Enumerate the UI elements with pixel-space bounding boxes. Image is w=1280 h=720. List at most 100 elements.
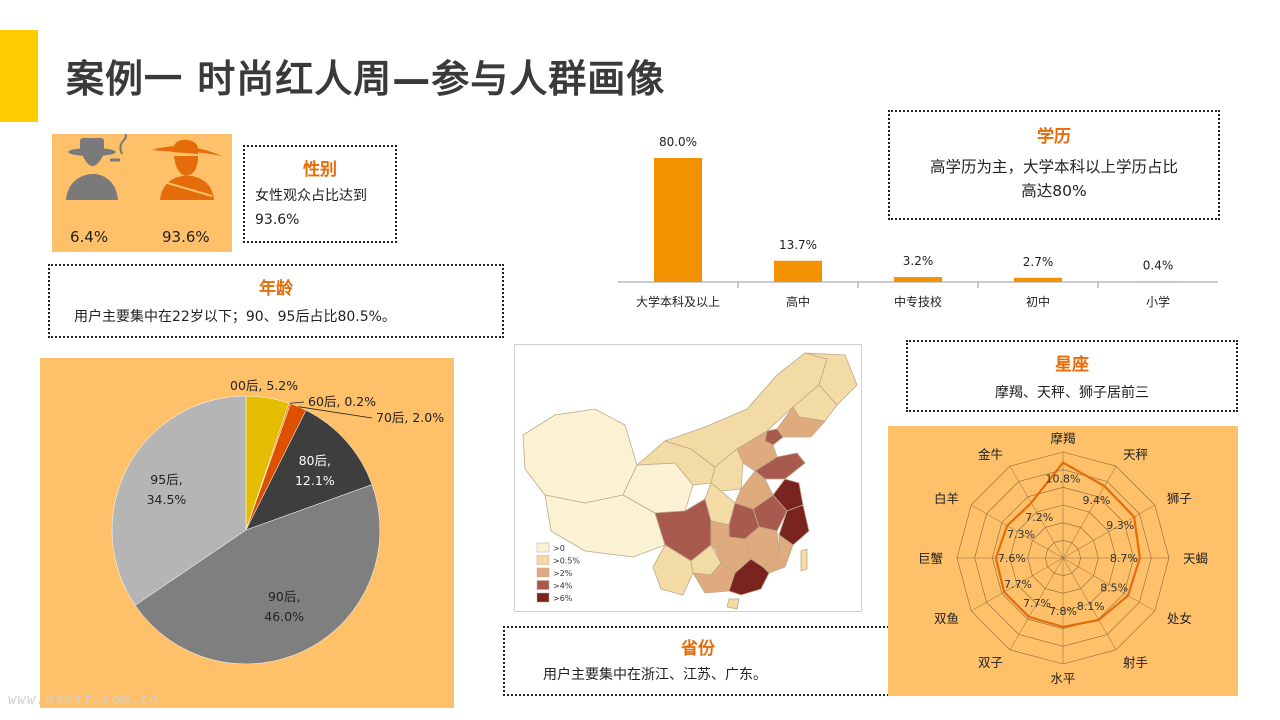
radar-category-label-0: 摩羯 [1050, 431, 1075, 446]
map-legend-label-4: >6% [553, 594, 573, 603]
gender-text-line2: 93.6% [255, 212, 300, 228]
pie-leader-line-1 [289, 401, 305, 404]
map-legend-swatch-1 [536, 555, 550, 565]
radar-data-label-10: 7.3% [1007, 528, 1035, 541]
province-map-panel: >0 >0.5% >2% >4% >6% [514, 344, 862, 612]
radar-category-label-10: 白羊 [934, 491, 959, 506]
pie-slice-5 [111, 395, 247, 606]
radar-spoke-11 [1009, 466, 1064, 559]
female-percent: 93.6% [162, 228, 210, 246]
page-title: 案例一 时尚红人周—参与人群画像 [66, 57, 666, 101]
gender-heading: 性别 [303, 160, 337, 180]
radar-category-label-1: 天秤 [1123, 447, 1148, 462]
pie-label-5: 95后, [150, 472, 182, 487]
pie-label-value-5: 34.5% [147, 492, 187, 507]
radar-data-label-8: 7.7% [1004, 578, 1032, 591]
male-percent: 6.4% [70, 228, 109, 246]
gender-panel: 6.4% 93.6% [52, 131, 232, 252]
bar-3 [1014, 277, 1062, 282]
pie-slice-3 [245, 409, 373, 531]
zodiac-box: 星座 摩羯、天秤、狮子居前三 [906, 340, 1238, 412]
zodiac-radar-panel: 摩羯 10.8% 天秤 9.4% 狮子 9.3% 天蝎 8.7% 处女 8.5% 射手 8.1% 水平 7… [888, 426, 1238, 696]
pie-label-1: 60后, 0.2% [308, 394, 376, 409]
radar-data-label-2: 9.3% [1106, 519, 1134, 532]
radar-data-label-7: 7.7% [1023, 597, 1051, 610]
radar-category-label-7: 双子 [978, 655, 1003, 670]
radar-data-label-0: 10.8% [1046, 473, 1081, 486]
gender-text-line1: 女性观众占比达到 [255, 188, 367, 204]
bar-4 [1134, 281, 1182, 282]
bar-category-label-2: 中专技校 [894, 294, 942, 309]
pie-label-0: 00后, 5.2% [230, 378, 298, 393]
radar-series-line [994, 461, 1141, 629]
radar-category-label-9: 巨蟹 [918, 551, 943, 566]
pie-label-3: 80后, [299, 453, 331, 468]
radar-data-label-9: 7.6% [998, 552, 1026, 565]
female-silhouette-icon [152, 139, 222, 200]
education-heading: 学历 [1037, 127, 1071, 147]
bar-2 [894, 277, 942, 282]
map-legend-swatch-2 [536, 567, 550, 578]
region-hebei [736, 430, 778, 472]
bar-category-label-0: 大学本科及以上 [636, 294, 720, 309]
radar-data-label-3: 8.7% [1110, 552, 1138, 565]
pie-label-value-3: 12.1% [295, 473, 335, 488]
map-legend-swatch-4 [536, 592, 550, 603]
region-hainan [726, 598, 740, 610]
bar-0 [654, 158, 702, 282]
male-silhouette-icon [66, 131, 127, 200]
map-legend-swatch-3 [536, 580, 550, 590]
bar-category-label-3: 初中 [1026, 294, 1050, 309]
pie-label-value-4: 46.0% [264, 609, 304, 624]
province-heading: 省份 [681, 639, 715, 659]
radar-data-label-4: 8.5% [1100, 582, 1128, 595]
radar-spoke-2 [1062, 504, 1155, 559]
bar-category-label-1: 高中 [786, 294, 810, 309]
radar-category-label-3: 天蝎 [1183, 551, 1208, 566]
radar-category-label-4: 处女 [1167, 611, 1192, 626]
education-box: 学历 高学历为主，大学本科以上学历占比 高达80% [888, 110, 1220, 220]
zodiac-heading: 星座 [1055, 355, 1089, 375]
radar-spoke-5 [1062, 557, 1117, 650]
age-pie-chart: 00后, 5.2% 60后, 0.2%70后, 2.0% 80后, 12.1% 90后,… [111, 378, 444, 665]
gender-figures [66, 131, 222, 200]
bar-1 [774, 260, 822, 282]
map-legend-label-1: >0.5% [553, 557, 580, 566]
map-legend-label-2: >2% [553, 569, 573, 578]
pie-leader-line-2 [298, 406, 373, 419]
age-pie-panel: 00后, 5.2% 60后, 0.2% 70后, 2.0% 80后, 12.1% 90后,… [40, 358, 454, 708]
region-taiwan [800, 548, 808, 572]
bar-data-label-3: 2.7% [1023, 255, 1054, 269]
age-heading: 年龄 [259, 279, 293, 299]
radar-data-label-5: 8.1% [1077, 600, 1105, 613]
bar-data-label-0: 80.0% [659, 135, 697, 149]
region-guangdong [728, 558, 770, 596]
bar-data-label-1: 13.7% [779, 238, 817, 252]
radar-category-label-6: 水平 [1050, 671, 1075, 686]
radar-data-label-1: 9.4% [1083, 494, 1111, 507]
education-text-line1: 高学历为主，大学本科以上学历占比 [929, 158, 1178, 176]
zodiac-text: 摩羯、天秤、狮子居前三 [995, 385, 1149, 401]
map-legend-swatch-0 [536, 542, 550, 553]
radar-category-label-11: 金牛 [978, 447, 1003, 462]
age-box: 年龄 用户主要集中在22岁以下；90、95后占比80.5%。 [48, 264, 504, 338]
radar-spoke-8 [971, 557, 1064, 612]
map-legend: >0 >0.5% >2% >4% >6% [536, 542, 580, 603]
map-legend-label-0: >0 [553, 544, 565, 553]
bar-data-label-2: 3.2% [903, 254, 934, 268]
radar-category-label-8: 双鱼 [934, 611, 959, 626]
pie-label-4: 90后, [268, 589, 300, 604]
pie-label-2: 70后, 2.0% [376, 410, 444, 425]
education-bar-chart: 80.0% 大学本科及以上 13.7% 高中 3.2% 中专技校 2.7% 初中 0.4% 小学 [618, 135, 1218, 309]
province-text: 用户主要集中在浙江、江苏、广东。 [543, 667, 767, 683]
radar-spoke-7 [1009, 557, 1064, 650]
radar-category-label-2: 狮子 [1167, 491, 1192, 506]
watermark: www.useit.com.cn [8, 692, 159, 708]
accent-bar [0, 30, 38, 122]
radar-spoke-1 [1062, 466, 1117, 559]
radar-data-label-6: 7.8% [1049, 605, 1077, 618]
radar-data-label-11: 7.2% [1025, 511, 1053, 524]
bar-data-label-4: 0.4% [1143, 258, 1174, 272]
pie-slice-4 [134, 484, 381, 665]
province-box: 省份 用户主要集中在浙江、江苏、广东。 [503, 626, 893, 696]
